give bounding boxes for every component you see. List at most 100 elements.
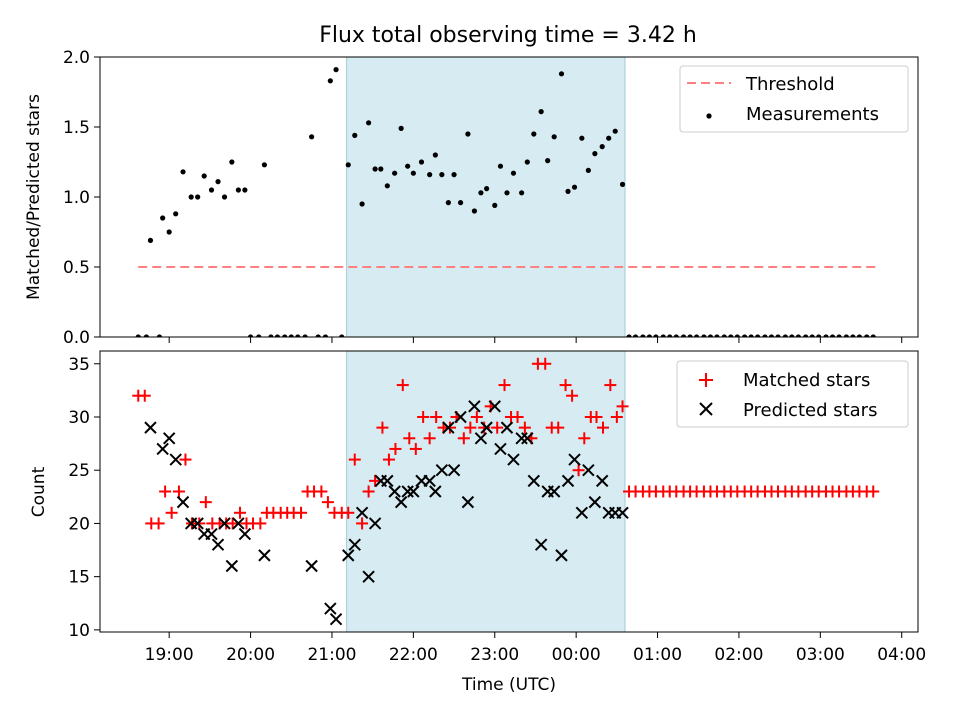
measurement-point	[166, 229, 172, 235]
measurement-point	[497, 163, 504, 169]
measurement-point	[147, 237, 154, 243]
ratio-legend-box	[679, 65, 909, 133]
matched-star-point	[572, 464, 585, 477]
matched-star-point	[409, 442, 422, 455]
matched-star-point	[423, 432, 436, 445]
matched-star-point	[152, 517, 165, 530]
matched-star-point	[233, 506, 246, 519]
measurement-point	[701, 334, 707, 337]
measurement-point	[295, 334, 301, 337]
counts-legend: Matched stars Predicted stars	[676, 360, 909, 428]
measurement-point	[585, 167, 591, 173]
y-tick-label: 20	[68, 514, 90, 534]
predicted-star-point	[407, 485, 420, 498]
measurement-point	[809, 334, 815, 337]
measurement-point	[268, 334, 274, 337]
measurement-point	[612, 128, 618, 134]
x-tick-label: 22:00	[389, 645, 438, 665]
predicted-star-point	[442, 421, 455, 434]
measurement-point	[864, 334, 870, 337]
measurement-point	[789, 334, 795, 337]
measurement-point	[471, 208, 478, 214]
observing-window-band	[346, 56, 626, 338]
predicted-star-point	[258, 549, 271, 562]
matched-star-point	[539, 357, 552, 370]
predicted-star-point	[527, 474, 541, 488]
matched-star-point	[403, 432, 416, 445]
predicted-star-point	[468, 400, 481, 413]
measurement-point	[823, 334, 829, 337]
x-tick-label: 02:00	[714, 645, 763, 665]
measurement-point	[339, 334, 345, 337]
measurement-point	[707, 334, 714, 337]
matched-star-point	[491, 421, 504, 434]
matched-star-point	[590, 410, 603, 423]
measurement-point	[545, 158, 551, 164]
ratio-panel: 0.00.51.01.52.0 Matched/Predicted stars …	[24, 48, 919, 348]
measurement-point	[229, 159, 235, 165]
measurement-point	[405, 163, 411, 169]
predicted-star-point	[169, 453, 182, 466]
x-tick-label: 20:00	[226, 645, 275, 665]
matched-star-point	[498, 379, 511, 392]
ratio-y-axis-label: Matched/Predicted stars	[24, 94, 44, 300]
matched-star-point	[396, 379, 409, 392]
predicted-star-point	[225, 559, 239, 573]
measurement-point	[180, 169, 186, 175]
counts-axes-frame	[99, 350, 919, 633]
measurement-point	[345, 162, 351, 168]
predicted-star-point	[568, 453, 581, 466]
matched-star-point	[342, 506, 355, 519]
measurement-point	[755, 334, 761, 337]
matched-star-point	[867, 485, 880, 498]
measurement-point	[660, 334, 666, 337]
predicted-star-point	[534, 538, 548, 551]
matched-star-point	[165, 506, 178, 519]
counts-y-ticks: 10 15 20 25 30 35	[68, 355, 100, 641]
measurement-point	[484, 186, 490, 192]
measurement-point	[524, 159, 530, 165]
measurement-point	[173, 211, 179, 217]
measurement-point	[160, 215, 166, 221]
ratio-legend: Threshold Measurements	[679, 65, 909, 133]
observing-window-band	[346, 350, 626, 633]
predicted-star-point	[575, 506, 589, 519]
measurement-point	[592, 151, 598, 157]
measurement-point	[843, 334, 849, 337]
matched-star-point	[578, 432, 591, 445]
measurement-point	[714, 334, 720, 337]
measurement-point	[302, 334, 308, 337]
predicted-star-point	[329, 613, 343, 626]
counts-x-ticks: 19:00 20:00 21:00 22:00 23:00 00:00 01:00 02:00…	[145, 632, 926, 665]
predicted-star-point	[582, 464, 595, 477]
legend-predicted-swatch	[699, 402, 713, 416]
x-tick-label: 23:00	[470, 645, 519, 665]
predicted-star-point	[232, 517, 245, 530]
measurement-point	[372, 166, 378, 172]
measurement-point	[445, 200, 451, 206]
measurement-point	[221, 194, 228, 200]
y-tick-label: 0.5	[63, 258, 90, 278]
predicted-star-point	[595, 474, 609, 488]
matched-star-point	[159, 485, 172, 498]
matched-star-point	[430, 410, 443, 423]
measurement-point	[829, 334, 836, 337]
matched-star-point	[616, 400, 629, 413]
matched-star-point	[315, 485, 328, 498]
matched-star-point	[172, 485, 185, 498]
matched-star-point	[138, 389, 151, 402]
legend-matched-swatch	[699, 373, 713, 387]
matched-star-point	[362, 485, 375, 498]
y-tick-label: 10	[68, 621, 90, 641]
matched-star-point	[389, 442, 402, 455]
predicted-star-point	[218, 517, 231, 530]
predicted-star-point	[342, 549, 355, 562]
matched-star-point	[193, 517, 206, 530]
y-tick-label: 30	[68, 408, 90, 428]
measurement-point	[558, 71, 565, 77]
y-tick-label: 1.0	[63, 188, 90, 208]
measurement-point	[571, 184, 578, 190]
measurement-point	[519, 190, 525, 196]
y-tick-label: 35	[68, 355, 90, 375]
measurement-point	[322, 334, 329, 337]
